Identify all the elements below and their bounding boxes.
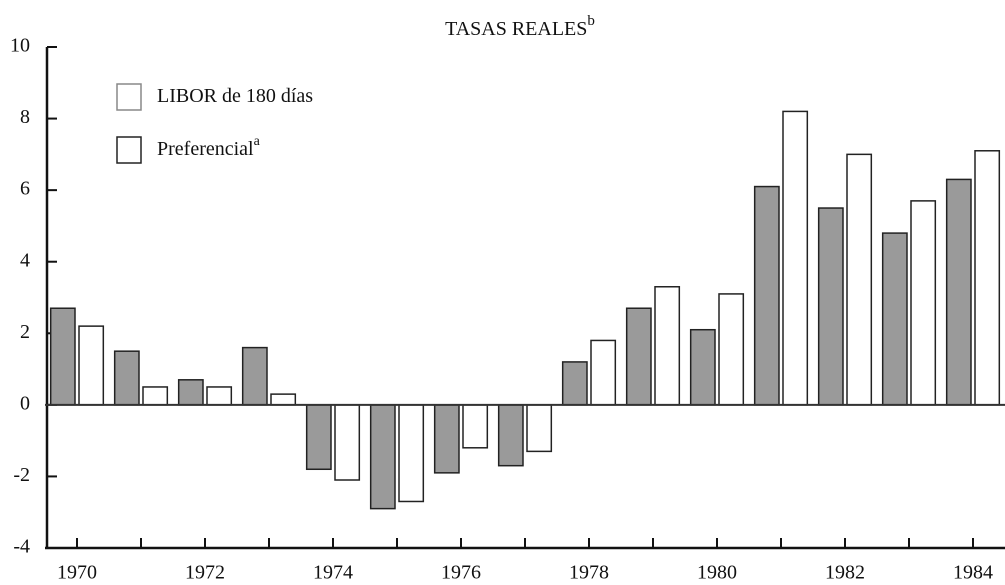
- bar: [782, 110, 809, 406]
- bar: [398, 404, 425, 503]
- legend-text: LIBOR de 180 días: [157, 85, 313, 107]
- bar: [113, 350, 140, 406]
- x-tick-label: 1980: [697, 562, 737, 584]
- title-superscript: b: [587, 13, 595, 29]
- legend-swatch: [116, 83, 142, 111]
- bar: [881, 232, 908, 406]
- chart-title: TASAS REALESb: [445, 13, 595, 39]
- bar: [78, 325, 105, 406]
- bar: [270, 393, 297, 406]
- legend-text: Preferencial: [157, 138, 254, 160]
- bar: [753, 185, 780, 406]
- legend-label: Preferenciala: [157, 134, 261, 159]
- bar: [974, 150, 1001, 406]
- x-tick-label: 1972: [185, 562, 225, 584]
- y-tick-label: 10: [10, 35, 30, 57]
- bar: [526, 404, 553, 453]
- bar: [334, 404, 361, 481]
- bar: [177, 379, 204, 406]
- y-tick-label: 8: [20, 106, 30, 128]
- bar: [462, 404, 489, 449]
- bar: [142, 386, 169, 406]
- legend-superscript: a: [254, 134, 261, 149]
- y-tick-label: -4: [13, 536, 30, 558]
- bar: [49, 307, 76, 406]
- y-tick-label: 0: [20, 392, 30, 414]
- x-tick-label: 1984: [953, 562, 993, 584]
- legend-label: LIBOR de 180 días: [157, 85, 313, 107]
- bar: [945, 178, 972, 406]
- bar: [910, 200, 937, 406]
- bar: [718, 293, 745, 406]
- bar: [625, 307, 652, 406]
- bar: [654, 286, 681, 406]
- title-text: TASAS REALES: [445, 18, 587, 40]
- bar: [846, 153, 873, 406]
- y-tick-label: 2: [20, 321, 30, 343]
- bar: [369, 404, 396, 510]
- bar: [590, 339, 617, 406]
- x-tick-label: 1982: [825, 562, 865, 584]
- x-tick-label: 1976: [441, 562, 481, 584]
- bar: [433, 404, 460, 474]
- bar: [817, 207, 844, 406]
- y-tick-label: 6: [20, 178, 30, 200]
- bar: [561, 361, 588, 406]
- x-tick-label: 1970: [57, 562, 97, 584]
- bar: [497, 404, 524, 467]
- bar: [689, 328, 716, 406]
- x-tick-label: 1974: [313, 562, 353, 584]
- bar: [206, 386, 233, 406]
- y-tick-label: -2: [13, 464, 30, 486]
- bar: [305, 404, 332, 471]
- x-tick-label: 1978: [569, 562, 609, 584]
- bar: [241, 346, 268, 406]
- y-tick-label: 4: [20, 249, 30, 271]
- legend-swatch: [116, 136, 142, 164]
